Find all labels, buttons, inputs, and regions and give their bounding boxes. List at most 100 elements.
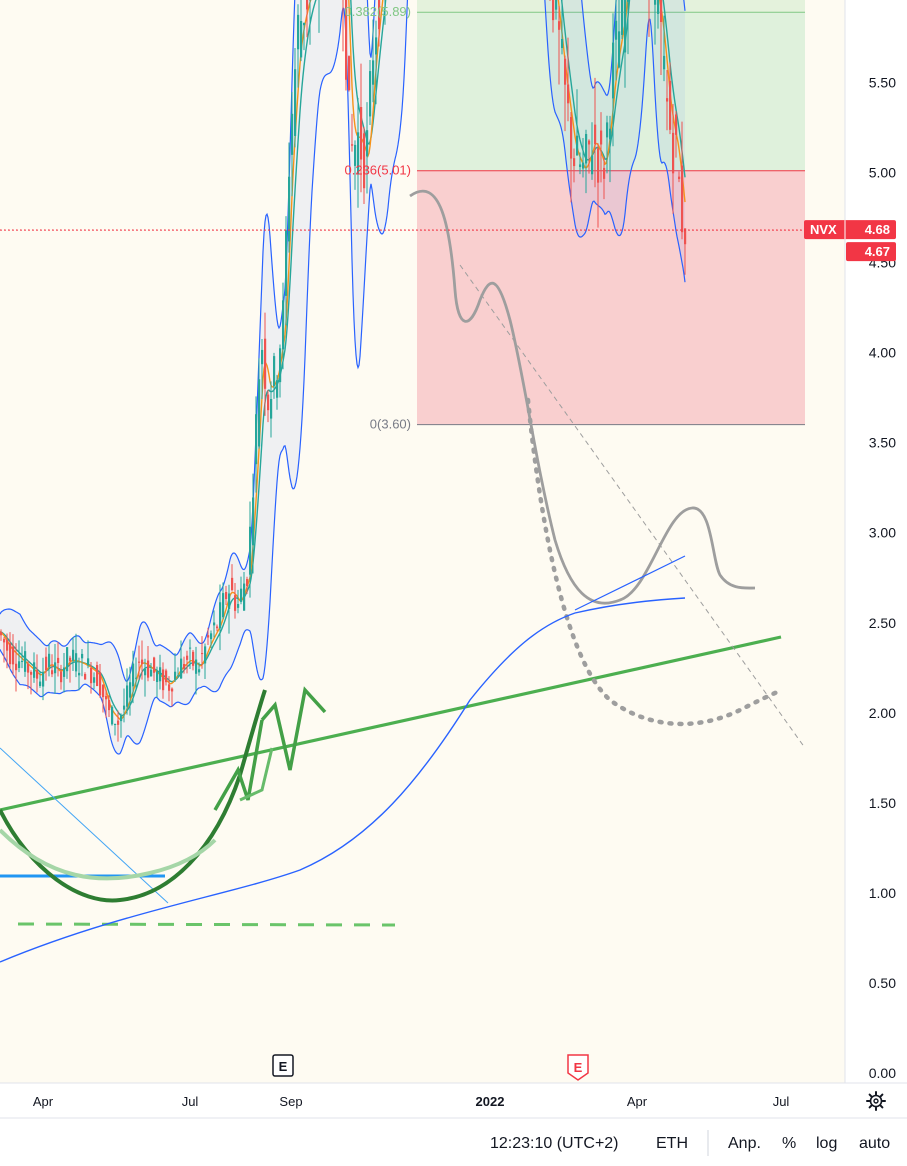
candle-body [69,657,72,662]
log-toggle[interactable]: log [816,1135,837,1152]
x-tick-label: Apr [627,1094,648,1109]
candle-body [240,588,243,602]
x-tick-label: 2022 [476,1094,505,1109]
candle-body [681,165,684,233]
candle-body [561,39,564,49]
y-tick-label: 0.00 [869,1065,896,1081]
candle-body [114,723,117,725]
candle-body [126,685,129,707]
candle-body [27,663,30,673]
candle-body [6,639,9,651]
candle-body [108,700,111,711]
candle-body [156,671,159,683]
candle-body [93,677,96,683]
candle-body [222,593,225,618]
candle-body [138,661,141,663]
earnings-marker[interactable]: E [567,1054,589,1081]
y-tick-label: 1.50 [869,795,896,811]
candle-body [162,669,165,691]
candle-body [153,657,156,673]
candle-body [123,705,126,710]
candle-body [216,626,219,629]
candle-body [684,228,687,245]
y-tick-label: 2.00 [869,705,896,721]
candle-body [267,394,270,411]
candle-body [603,167,606,179]
candle-body [369,71,372,117]
candle-body [609,128,612,140]
candle-body [378,0,381,30]
candle-body [552,0,555,21]
candle-body [351,144,354,146]
candle-body [555,0,558,10]
candle-body [186,655,189,660]
candle-body [291,113,294,155]
candle-body [183,664,186,669]
percent-toggle[interactable]: % [782,1135,796,1152]
candle-body [90,667,93,684]
candle-body [63,667,66,677]
candle-body [30,671,33,675]
candle-body [87,658,90,666]
ma-trend-line [574,555,686,611]
candle-body [597,148,600,183]
candle-body [24,651,27,672]
candle-body [270,398,273,419]
candle-body [168,684,171,691]
candle-body [354,144,357,166]
earnings-marker[interactable]: E [272,1054,294,1077]
candle-body [3,638,6,643]
x-tick-label: Jul [182,1094,199,1109]
candle-body [171,688,174,692]
symbol-price-tag [804,220,896,240]
candle-body [594,124,597,145]
candle-body [180,658,183,679]
candle-body [60,671,63,683]
candle-body [618,31,621,68]
dotted-projection [525,397,785,727]
candle-body [624,0,627,53]
y-tick-label: 1.00 [869,885,896,901]
gear-icon[interactable] [866,1091,886,1111]
price-axis[interactable] [845,0,907,1083]
bollinger-upper [0,0,686,683]
earnings-label: E [279,1059,288,1074]
candle-body [96,665,99,687]
time-axis[interactable] [0,1083,907,1118]
candle-body [252,497,255,546]
candle-body [198,669,201,673]
fib-level-label: 0.236(5.01) [345,163,412,178]
candle-body [66,647,69,672]
candle-body [84,674,87,680]
candle-body [675,114,678,135]
candle-body [12,646,15,665]
y-tick-label: 3.50 [869,435,896,451]
candle-body [243,583,246,611]
candle-body [558,21,561,30]
fib-level-label: 0(3.60) [370,417,411,432]
adjust-toggle[interactable]: Anp. [728,1135,761,1152]
candle-body [282,300,285,350]
candle-body [627,0,630,2]
y-tick-label: 0.50 [869,975,896,991]
candle-body [678,176,681,180]
x-tick-label: Jul [773,1094,790,1109]
candle-body [579,164,582,167]
candle-body [255,414,258,465]
candle-body [606,122,609,138]
candle-body [567,84,570,104]
candle-body [585,134,588,164]
candle-body [117,720,120,725]
candle-body [75,653,78,672]
status-currency[interactable]: ETH [656,1135,688,1152]
candle-body [147,660,150,678]
candle-body [288,176,291,242]
green-arrow-1 [213,719,264,811]
candle-body [228,593,231,609]
auto-toggle[interactable]: auto [859,1135,890,1152]
candle-body [294,69,297,136]
candle-body [39,681,42,686]
fib-zone [417,0,805,13]
